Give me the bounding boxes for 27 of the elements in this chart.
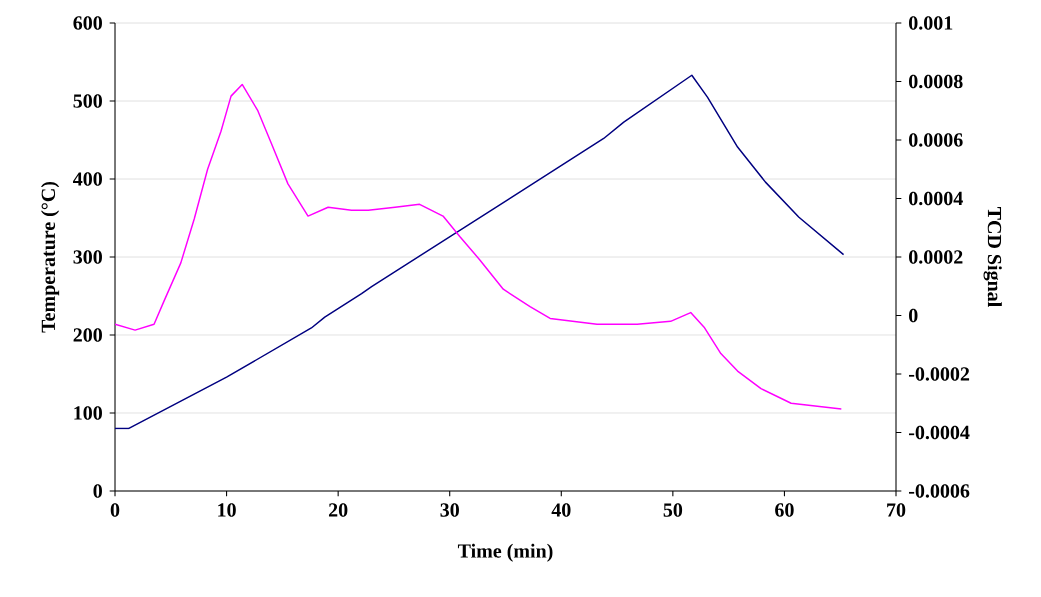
y-tick-label: 200 — [73, 328, 102, 342]
y2-axis-title: TCD Signal — [983, 207, 1002, 307]
x-tick-label: 70 — [887, 503, 906, 517]
y-tick-label: 300 — [73, 250, 102, 264]
x-tick-label: 0 — [110, 503, 120, 517]
y-axis-title: Temperature (°C) — [41, 181, 60, 333]
y2-tick-label: 0 — [909, 308, 918, 323]
y2-tick-label: -0.0002 — [909, 367, 970, 381]
x-tick-label: 20 — [328, 503, 348, 517]
y2-tick-label: 0.0002 — [909, 250, 963, 264]
x-tick-label: 60 — [775, 503, 794, 517]
x-axis-title: Time (min) — [457, 543, 553, 562]
y2-tick-label: 0.0004 — [909, 191, 963, 206]
y-tick-label: 400 — [73, 172, 102, 186]
x-tick-label: 10 — [218, 503, 236, 517]
y-tick-label: 0 — [93, 484, 102, 498]
x-tick-label: 30 — [440, 503, 459, 517]
y2-tick-label: 0.001 — [909, 16, 953, 30]
y-tick-label: 600 — [73, 16, 102, 30]
y2-tick-label: 0.0006 — [909, 133, 963, 147]
y2-tick-label: -0.0006 — [909, 484, 970, 498]
y-tick-label: 100 — [74, 406, 102, 420]
y2-tick-label: 0.0008 — [909, 74, 963, 89]
x-tick-label: 40 — [551, 503, 571, 517]
y2-tick-label: -0.0004 — [909, 425, 970, 440]
y-tick-label: 500 — [73, 94, 102, 108]
x-tick-label: 50 — [663, 503, 683, 517]
